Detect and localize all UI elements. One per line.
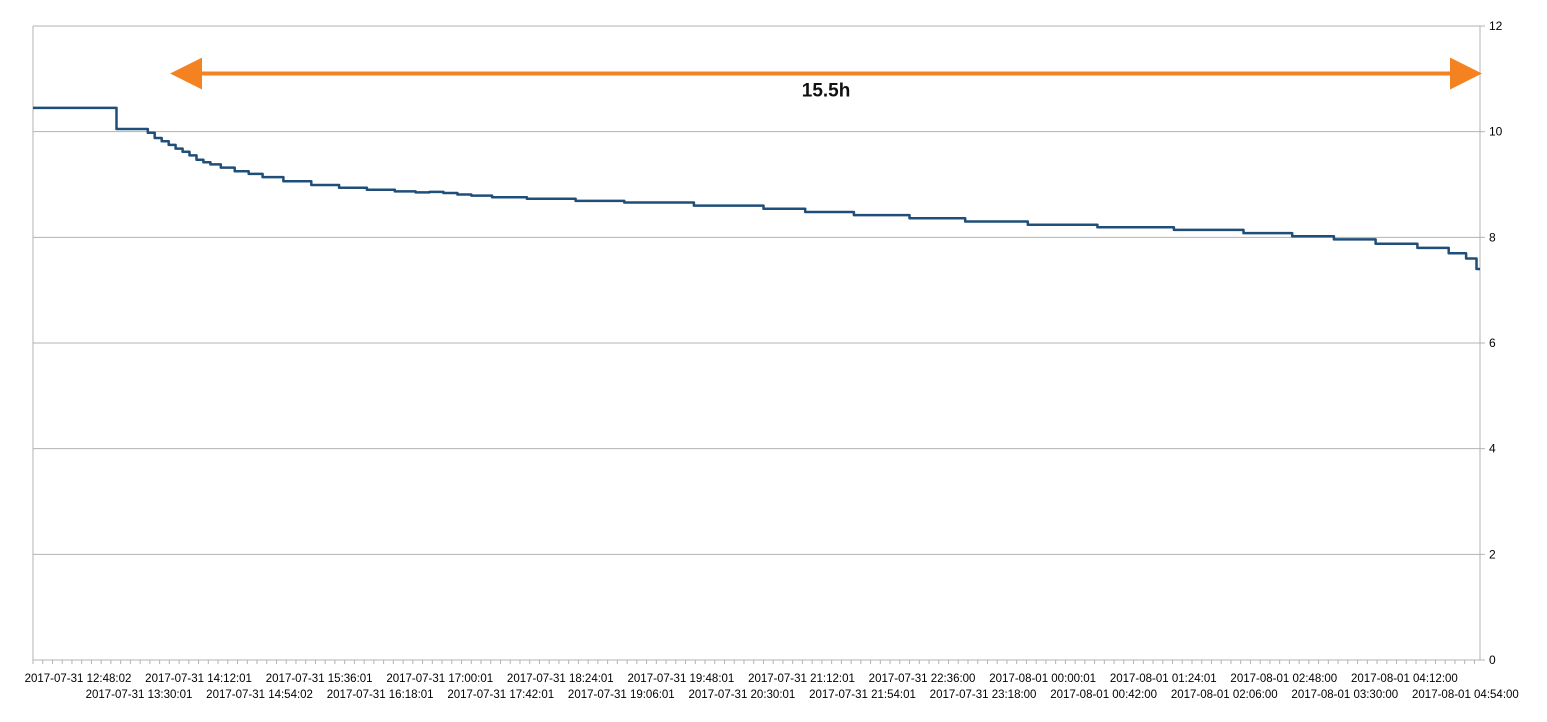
x-tick-label: 2017-08-01 02:06:00: [1171, 689, 1278, 701]
x-tick-label: 2017-07-31 20:30:01: [689, 689, 796, 701]
x-tick-label: 2017-07-31 13:30:01: [86, 689, 193, 701]
x-tick-label: 2017-08-01 04:54:00: [1412, 689, 1519, 701]
x-tick-label: 2017-07-31 18:24:01: [507, 673, 614, 685]
y-tick-labels: 0 2 4 6 8 10 12: [1489, 19, 1503, 667]
x-tick-label: 2017-07-31 22:36:00: [869, 673, 976, 685]
x-tick-label: 2017-07-31 19:06:01: [568, 689, 675, 701]
y-tick-label: 12: [1489, 19, 1503, 33]
x-tick-label: 2017-08-01 00:00:01: [989, 673, 1096, 685]
x-tick-label: 2017-08-01 04:12:00: [1351, 673, 1458, 685]
y-tick-label: 2: [1489, 547, 1496, 561]
x-tick-label: 2017-07-31 23:18:00: [930, 689, 1037, 701]
x-tick-label: 2017-07-31 21:12:01: [748, 673, 855, 685]
annotation-label: 15.5h: [802, 81, 851, 102]
x-tick-label: 2017-07-31 21:54:01: [809, 689, 916, 701]
x-tick-label: 2017-07-31 16:18:01: [327, 689, 434, 701]
y-tick-label: 8: [1489, 230, 1496, 244]
x-tick-label: 2017-08-01 00:42:00: [1050, 689, 1157, 701]
x-tick-label: 2017-07-31 17:00:01: [386, 673, 493, 685]
x-tick-label: 2017-08-01 01:24:01: [1110, 673, 1217, 685]
x-tick-label: 2017-08-01 03:30:00: [1291, 689, 1398, 701]
y-tick-label: 4: [1489, 442, 1496, 456]
x-tick-labels: 2017-07-31 12:48:02 2017-07-31 14:12:01 20…: [25, 673, 1519, 701]
x-tick-label: 2017-07-31 17:42:01: [447, 689, 554, 701]
axes: [32, 25, 1485, 664]
y-tick-label: 10: [1489, 125, 1503, 139]
gridlines: [33, 25, 1480, 555]
x-tick-label: 2017-07-31 14:12:01: [145, 673, 252, 685]
x-tick-label: 2017-07-31 14:54:02: [206, 689, 313, 701]
y-tick-label: 6: [1489, 336, 1496, 350]
x-tick-label: 2017-07-31 19:48:01: [628, 673, 735, 685]
x-tick-label: 2017-08-01 02:48:00: [1230, 673, 1337, 685]
y-tick-label: 0: [1489, 653, 1496, 667]
series-layer: [33, 106, 1480, 271]
x-tick-label: 2017-07-31 15:36:01: [266, 673, 373, 685]
annotation-layer: 15.5h: [170, 57, 1482, 102]
series-line: [33, 106, 1480, 271]
x-tick-label: 2017-07-31 12:48:02: [25, 673, 132, 685]
